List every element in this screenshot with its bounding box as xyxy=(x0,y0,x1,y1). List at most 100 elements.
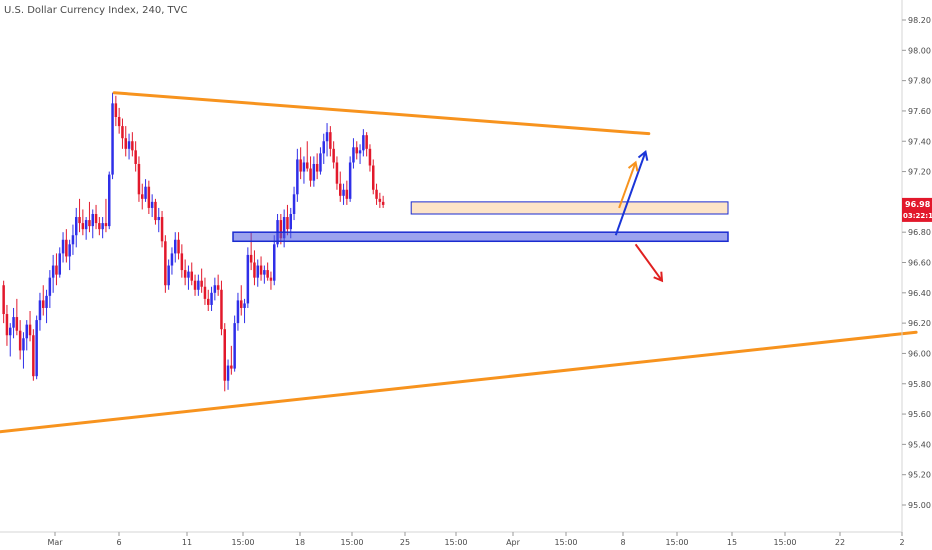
candle-body xyxy=(94,214,98,224)
candle-body xyxy=(35,320,38,377)
candle-body xyxy=(230,365,233,369)
candle-body xyxy=(164,241,167,286)
candle-body xyxy=(375,189,378,199)
candle-body xyxy=(114,103,118,117)
arrow-red xyxy=(634,243,663,282)
candle-body xyxy=(381,201,385,205)
candle-body xyxy=(32,335,35,377)
candle-body xyxy=(170,253,174,266)
candle-body xyxy=(38,300,42,321)
arrow-orange xyxy=(618,162,637,209)
candle-body xyxy=(210,292,213,305)
y-tick-label: 95.40 xyxy=(908,440,931,449)
candle-body xyxy=(55,265,58,275)
arrow-blue xyxy=(614,151,647,236)
candle-body xyxy=(88,220,91,227)
candle-body xyxy=(167,265,170,286)
x-tick-label: 25 xyxy=(400,538,410,547)
candle-body xyxy=(200,280,203,287)
candle-body xyxy=(292,194,296,214)
candle-body xyxy=(121,126,124,139)
support-zone-orange xyxy=(410,201,729,215)
candle-body xyxy=(84,220,88,230)
y-tick-label: 95.60 xyxy=(908,410,931,419)
x-tick-label: 15:00 xyxy=(773,538,796,547)
x-tick-label: 15:00 xyxy=(444,538,467,547)
candle-body xyxy=(5,314,9,336)
candle-body xyxy=(98,223,101,230)
candle-body xyxy=(319,153,322,172)
candle-body xyxy=(302,162,306,172)
candle-body xyxy=(362,135,365,151)
candle-body xyxy=(322,141,325,154)
candle-body xyxy=(223,329,226,381)
candle-body xyxy=(325,132,329,142)
candle-body xyxy=(378,198,382,202)
candle-body xyxy=(141,194,144,199)
candle-body xyxy=(197,280,200,290)
y-tick-label: 96.00 xyxy=(908,349,931,358)
x-tick-label: 2 xyxy=(899,538,904,547)
candle-body xyxy=(48,277,52,296)
current-price-tag: 96.98 03:22:13 xyxy=(902,197,932,222)
candle-body xyxy=(2,285,5,315)
y-tick-label: 98.00 xyxy=(908,46,931,55)
candle-body xyxy=(240,300,243,308)
candle-body xyxy=(259,265,263,275)
candle-body xyxy=(45,295,48,308)
arrows xyxy=(614,150,664,283)
candle-body xyxy=(51,265,55,278)
candle-body xyxy=(372,165,375,190)
candle-body xyxy=(65,239,68,257)
candle-body xyxy=(339,183,342,196)
x-tick-label: 15:00 xyxy=(665,538,688,547)
candle-body xyxy=(216,285,220,290)
price-axis[interactable]: 98.2098.0097.8097.6097.4097.2097.0096.80… xyxy=(902,16,931,510)
candle-body xyxy=(306,162,309,169)
candle-body xyxy=(174,239,177,254)
y-tick-label: 95.20 xyxy=(908,471,931,480)
current-price-label: 96.98 xyxy=(905,200,931,209)
candle-body xyxy=(203,286,207,299)
candle-body xyxy=(352,147,355,163)
candle-body xyxy=(348,162,352,199)
candle-body xyxy=(144,186,147,199)
candle-body xyxy=(81,223,85,230)
candle-body xyxy=(233,323,236,369)
candle-body xyxy=(101,223,104,230)
candle-body xyxy=(22,338,25,351)
candle-body xyxy=(71,235,75,245)
y-tick-label: 97.60 xyxy=(908,107,931,116)
candle-body xyxy=(160,217,164,242)
candle-body xyxy=(309,168,312,181)
y-tick-label: 97.80 xyxy=(908,77,931,86)
candle-body xyxy=(9,327,12,336)
candle-body xyxy=(266,270,269,278)
candle-body xyxy=(42,300,45,308)
candle-body xyxy=(187,271,190,278)
trendline xyxy=(112,91,651,136)
x-tick-label: 15:00 xyxy=(554,538,577,547)
trendline xyxy=(0,0,141,5)
candle-body xyxy=(368,148,372,166)
candle-body xyxy=(91,214,94,227)
x-tick-label: 15:00 xyxy=(340,538,363,547)
candle-body xyxy=(207,298,210,305)
candle-body xyxy=(220,289,223,330)
price-tag-box xyxy=(902,197,932,222)
candle-body xyxy=(117,117,121,127)
y-tick-label: 97.20 xyxy=(908,168,931,177)
arrow-head-blue xyxy=(637,150,649,161)
candle-body xyxy=(213,285,217,293)
candle-body xyxy=(111,103,114,175)
y-tick-label: 95.80 xyxy=(908,380,931,389)
candle-body xyxy=(226,365,230,381)
candle-body xyxy=(332,148,335,163)
candle-body xyxy=(15,317,19,331)
candle-body xyxy=(157,217,160,221)
time-axis[interactable]: Mar 6 11 15:00 18 15:00 25 15:00 Apr 15:00 8 15:00 1… xyxy=(47,532,905,547)
candle-body xyxy=(279,220,283,239)
trendline xyxy=(0,330,918,434)
x-tick-label: 22 xyxy=(835,538,845,547)
